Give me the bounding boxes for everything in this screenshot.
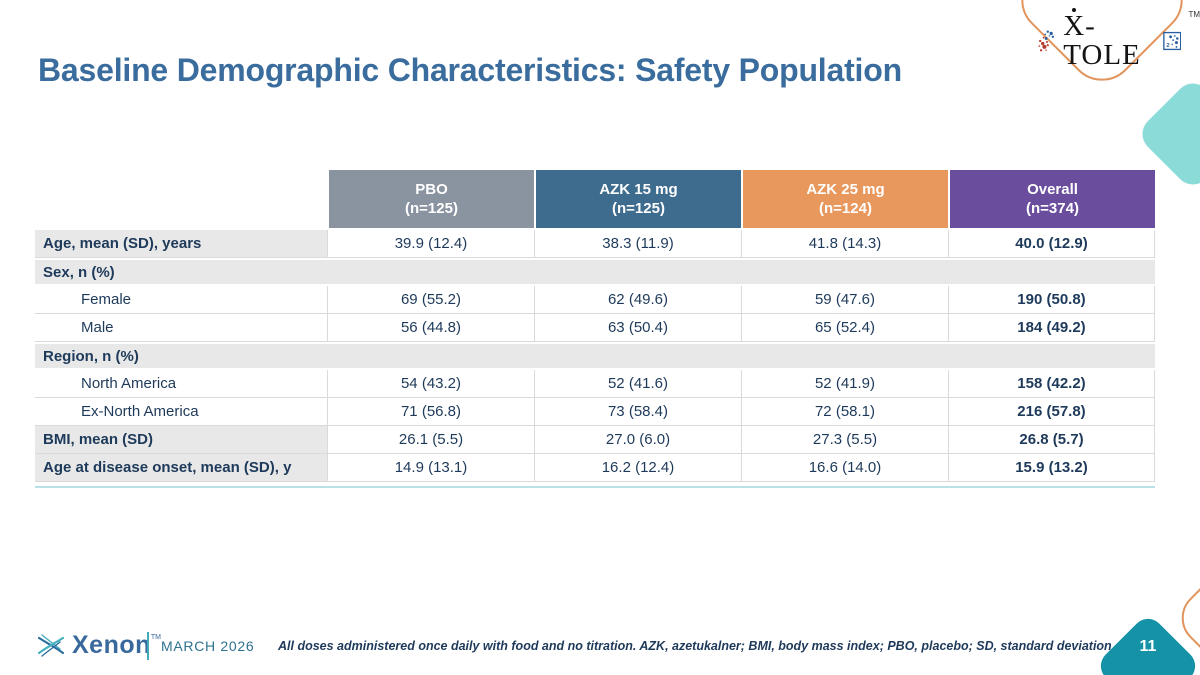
xtole-logo-text: X-TOLE [1063, 8, 1156, 71]
column-name: PBO [415, 180, 448, 198]
table-section-row: Region, n (%) [35, 342, 1155, 370]
value-cell: 63 (50.4) [534, 314, 741, 342]
footer-divider [147, 632, 149, 660]
xenon-wordmark: Xenon [72, 630, 151, 659]
value-cell: 26.8 (5.7) [948, 426, 1155, 454]
value-cell: 41.8 (14.3) [741, 230, 948, 258]
value-cell: 190 (50.8) [948, 286, 1155, 314]
footnote-abbreviations: All doses administered once daily with f… [278, 639, 1116, 653]
column-name: AZK 15 mg [599, 180, 678, 198]
row-label: BMI, mean (SD) [35, 426, 327, 454]
value-cell: 27.3 (5.5) [741, 426, 948, 454]
xtole-x-dot [1072, 8, 1077, 12]
column-header-azk-15-mg: AZK 15 mg (n=125) [534, 170, 741, 230]
table-corner-cell [35, 170, 327, 230]
xtole-scatter-x-icon [1038, 30, 1055, 52]
row-label: Age at disease onset, mean (SD), y [35, 454, 327, 482]
row-label: Ex-North America [35, 398, 327, 426]
footer-date: MARCH 2026 [161, 638, 255, 654]
column-header-overall: Overall (n=374) [948, 170, 1155, 230]
row-label: Male [35, 314, 327, 342]
section-label: Region, n (%) [43, 347, 139, 365]
value-cell: 16.2 (12.4) [534, 454, 741, 482]
row-label: North America [35, 370, 327, 398]
value-cell: 158 (42.2) [948, 370, 1155, 398]
row-label: Age, mean (SD), years [35, 230, 327, 258]
page-number: 11 [1139, 638, 1157, 655]
column-header-pbo: PBO (n=125) [327, 170, 534, 230]
value-cell: 216 (57.8) [948, 398, 1155, 426]
demographics-table: PBO (n=125) AZK 15 mg (n=125) AZK 25 mg (n=12… [35, 170, 1155, 482]
column-name: Overall [1027, 180, 1078, 198]
value-cell: 39.9 (12.4) [327, 230, 534, 258]
xenon-weave-icon [37, 634, 65, 657]
value-cell: 54 (43.2) [327, 370, 534, 398]
value-cell: 14.9 (13.1) [327, 454, 534, 482]
value-cell: 59 (47.6) [741, 286, 948, 314]
table-bottom-rule [35, 486, 1155, 488]
column-n: (n=125) [405, 200, 458, 217]
column-n: (n=125) [612, 200, 665, 217]
value-cell: 73 (58.4) [534, 398, 741, 426]
value-cell: 40.0 (12.9) [948, 230, 1155, 258]
xtole-trademark: TM [1188, 10, 1200, 19]
value-cell: 15.9 (13.2) [948, 454, 1155, 482]
svg-text:2: 2 [1166, 43, 1170, 49]
value-cell: 26.1 (5.5) [327, 426, 534, 454]
value-cell: 27.0 (6.0) [534, 426, 741, 454]
row-label: Female [35, 286, 327, 314]
value-cell: 62 (49.6) [534, 286, 741, 314]
value-cell: 71 (56.8) [327, 398, 534, 426]
column-n: (n=374) [1026, 200, 1079, 217]
xtole-wordmark: X-TOLE [1063, 10, 1141, 71]
value-cell: 184 (49.2) [948, 314, 1155, 342]
xtole-logo: X-TOLE 2 TM [1036, 8, 1200, 71]
column-n: (n=124) [819, 200, 872, 217]
value-cell: 16.6 (14.0) [741, 454, 948, 482]
value-cell: 56 (44.8) [327, 314, 534, 342]
value-cell: 52 (41.6) [534, 370, 741, 398]
value-cell: 52 (41.9) [741, 370, 948, 398]
page-title: Baseline Demographic Characteristics: Sa… [38, 52, 902, 88]
value-cell: 38.3 (11.9) [534, 230, 741, 258]
column-name: AZK 25 mg [806, 180, 885, 198]
column-header-azk-25-mg: AZK 25 mg (n=124) [741, 170, 948, 230]
xenon-logo: Xenon TM [36, 630, 161, 660]
value-cell: 72 (58.1) [741, 398, 948, 426]
section-label: Sex, n (%) [43, 263, 115, 281]
value-cell: 65 (52.4) [741, 314, 948, 342]
xenon-trademark: TM [150, 634, 162, 641]
value-cell: 69 (55.2) [327, 286, 534, 314]
table-section-row: Sex, n (%) [35, 258, 1155, 286]
xtole-dots-square-icon: 2 [1163, 31, 1182, 51]
